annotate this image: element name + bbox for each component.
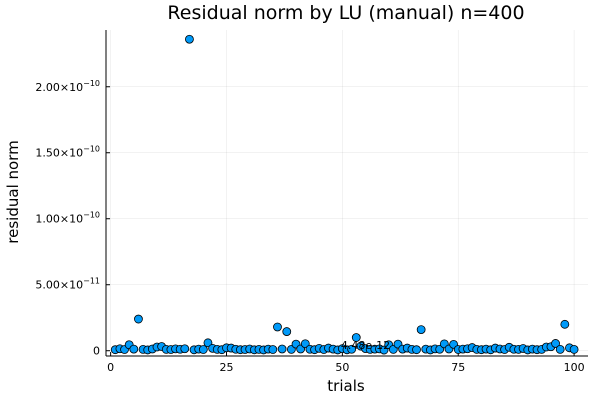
data-point-35 (268, 345, 278, 354)
data-point-66 (412, 345, 421, 355)
y-tick-label-3: 1.50×10−10 (35, 145, 100, 160)
data-point-21 (203, 338, 213, 348)
y-tick-label-0: 0 (93, 345, 100, 358)
data-point-37 (277, 344, 287, 354)
y-tick-label-4: 2.00×10−10 (35, 79, 100, 94)
data-point-53 (351, 333, 361, 342)
x-tick-label-3: 75 (451, 361, 465, 374)
data-point-16 (180, 344, 190, 354)
x-tick-label-0: 0 (107, 361, 114, 374)
x-tick-label-2: 50 (335, 361, 349, 374)
data-point-97 (555, 345, 565, 354)
annotation-label: 4.48e-12 (341, 339, 390, 352)
data-point-36 (273, 322, 282, 332)
y-axis-title: residual norm (4, 140, 22, 243)
y-tick-label-2: 1.00×10−10 (35, 211, 100, 226)
data-point-5 (129, 344, 139, 354)
data-point-17 (185, 34, 194, 44)
chart-title: Residual norm by LU (manual) n=400 (167, 2, 524, 24)
data-point-6 (134, 314, 143, 324)
data-point-52 (347, 344, 357, 354)
data-point-42 (300, 339, 310, 349)
x-tick-label-1: 25 (220, 361, 234, 374)
axes (105, 30, 588, 357)
data-point-96 (551, 339, 560, 348)
grid (106, 30, 588, 356)
data-point-38 (282, 327, 292, 336)
y-ticks: 0 5.00×10−11 1.00×10−10 1.50×10−10 2.00×10−1… (35, 79, 110, 358)
data-point-100 (569, 345, 579, 354)
x-tick-label-4: 100 (564, 361, 585, 374)
data-point-67 (416, 325, 426, 335)
x-ticks: 0 25 50 75 100 (107, 352, 585, 374)
data-points (110, 34, 579, 355)
y-tick-label-1: 5.00×10−11 (35, 277, 100, 292)
data-point-98 (560, 319, 570, 329)
x-axis-title: trials (327, 377, 365, 395)
data-point-20 (198, 345, 208, 354)
